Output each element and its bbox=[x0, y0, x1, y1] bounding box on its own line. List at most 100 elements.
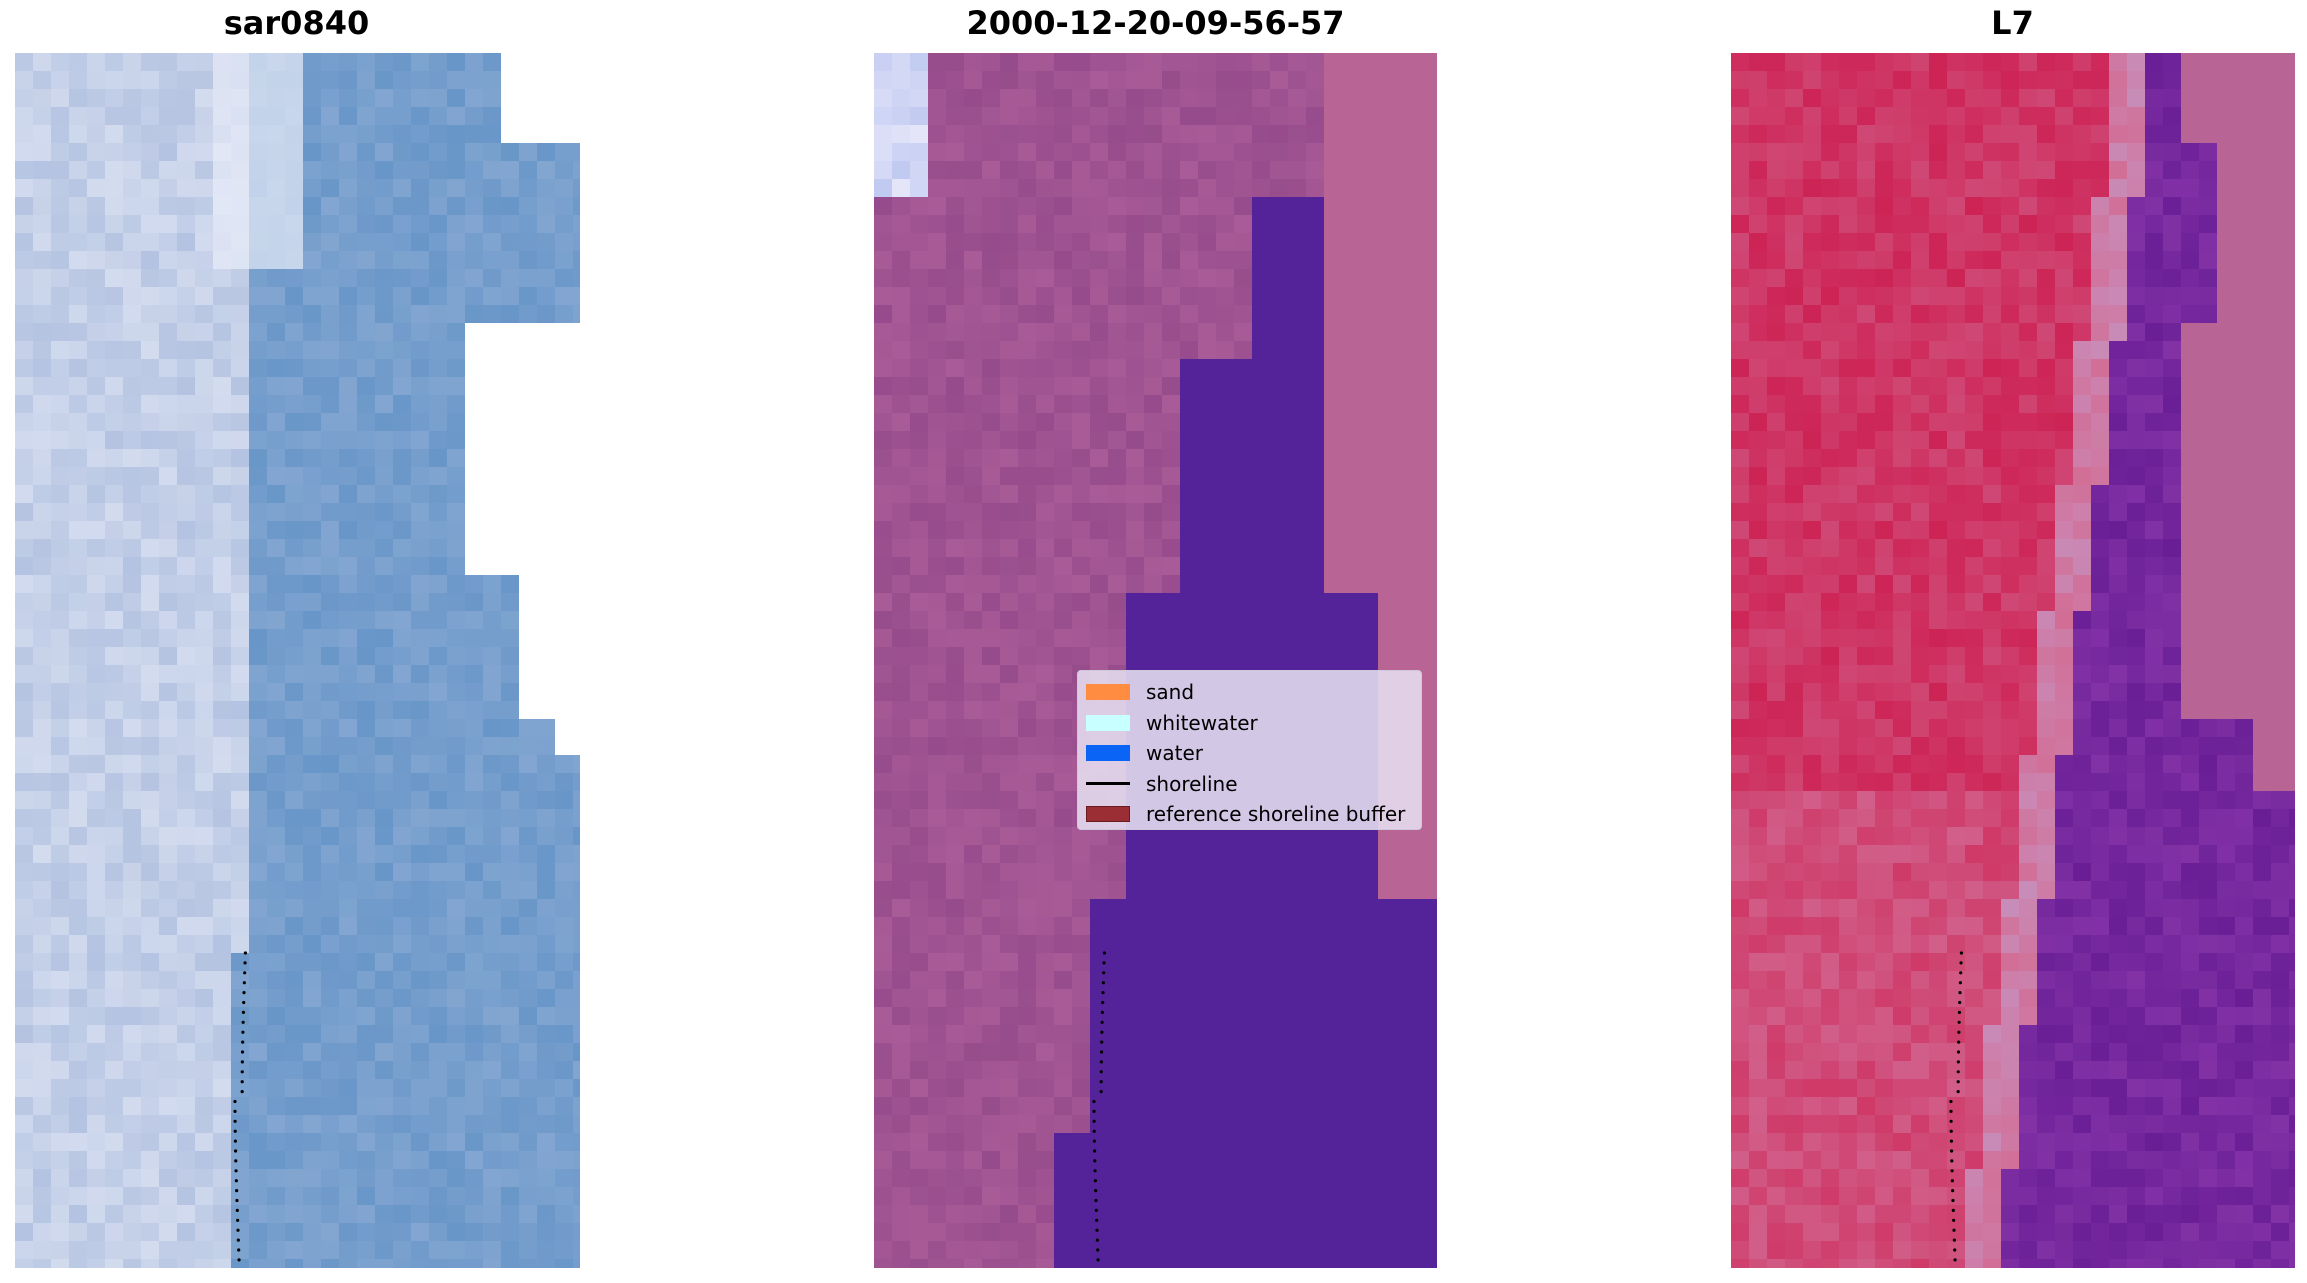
shoreline-dot bbox=[233, 1149, 238, 1153]
shoreline-dot bbox=[233, 1129, 237, 1133]
shoreline-dot bbox=[1952, 1238, 1956, 1242]
panel-title-3: L7 bbox=[1991, 4, 2034, 42]
shoreline-dot bbox=[1099, 1090, 1103, 1094]
legend-item-shoreline: shoreline bbox=[1086, 769, 1413, 800]
shoreline-dot bbox=[234, 1179, 238, 1183]
shoreline-dot bbox=[1099, 1050, 1104, 1054]
shoreline-dot bbox=[1956, 1070, 1960, 1074]
shoreline-dot bbox=[1951, 1189, 1955, 1193]
legend-item-water: water bbox=[1086, 738, 1413, 769]
image-panel-classified bbox=[874, 53, 1437, 1268]
shoreline-dot bbox=[1102, 971, 1106, 975]
shoreline-dot bbox=[242, 991, 246, 995]
legend: sand whitewater water shoreline referenc… bbox=[1077, 670, 1422, 830]
shoreline-dot bbox=[236, 1218, 240, 1222]
shoreline-dot bbox=[1957, 1020, 1961, 1024]
shoreline-dot bbox=[243, 961, 247, 965]
shoreline-dot bbox=[237, 1248, 241, 1252]
shoreline-dot bbox=[1102, 951, 1106, 955]
shoreline-dot bbox=[242, 1000, 246, 1005]
shoreline-dot bbox=[240, 1050, 245, 1054]
shoreline-dot bbox=[1100, 1020, 1104, 1024]
shoreline-dot bbox=[236, 1228, 240, 1232]
shoreline-dot bbox=[233, 1109, 237, 1113]
shoreline-dot bbox=[1101, 991, 1105, 995]
shoreline-dot bbox=[242, 981, 246, 985]
shoreline-dot bbox=[1094, 1198, 1098, 1203]
shoreline-dot bbox=[233, 1099, 237, 1104]
shoreline-dot bbox=[1951, 1208, 1955, 1212]
shoreline-dot bbox=[1099, 1080, 1103, 1084]
shoreline-dot bbox=[1093, 1179, 1097, 1183]
shoreline-dot bbox=[243, 971, 247, 975]
shoreline-dot bbox=[235, 1208, 239, 1212]
shoreline-dot bbox=[1095, 1228, 1099, 1232]
shoreline-dot bbox=[1956, 1050, 1961, 1054]
legend-swatch-shoreline bbox=[1086, 782, 1130, 786]
shoreline-dot bbox=[1959, 961, 1963, 965]
legend-swatch-sand bbox=[1086, 684, 1130, 701]
shoreline-dot bbox=[1095, 1218, 1099, 1222]
shoreline-dot bbox=[235, 1189, 239, 1193]
shoreline-dot bbox=[241, 1020, 245, 1024]
shoreline-dot bbox=[1102, 961, 1106, 965]
shoreline-dot bbox=[1092, 1129, 1096, 1133]
shoreline-dot bbox=[240, 1080, 244, 1084]
panel-title-2: 2000-12-20-09-56-57 bbox=[966, 4, 1345, 42]
shoreline-dot bbox=[1094, 1208, 1098, 1212]
shoreline-dot bbox=[1949, 1119, 1953, 1123]
shoreline-dot bbox=[1953, 1248, 1957, 1252]
l7-image bbox=[1731, 53, 2295, 1268]
sar-image bbox=[15, 53, 580, 1268]
shoreline-dot bbox=[1096, 1258, 1100, 1262]
panel-title-1: sar0840 bbox=[223, 4, 370, 42]
shoreline-dot bbox=[1952, 1218, 1956, 1222]
shoreline-dot bbox=[240, 1090, 244, 1094]
shoreline-dot bbox=[1957, 1040, 1961, 1044]
shoreline-dot bbox=[1093, 1159, 1097, 1163]
shoreline-dot bbox=[1100, 1030, 1104, 1034]
legend-swatch-whitewater bbox=[1086, 714, 1130, 731]
shoreline-dot bbox=[1959, 951, 1963, 955]
legend-item-whitewater: whitewater bbox=[1086, 708, 1413, 739]
shoreline-dot bbox=[1956, 1090, 1960, 1094]
shoreline-dot bbox=[1952, 1228, 1956, 1232]
shoreline-dot bbox=[241, 1030, 245, 1034]
shoreline-dot bbox=[1099, 1060, 1103, 1064]
shoreline-dot bbox=[1095, 1238, 1099, 1242]
shoreline-dot bbox=[1949, 1149, 1954, 1153]
shoreline-dot bbox=[1094, 1189, 1098, 1193]
shoreline-dot bbox=[1093, 1169, 1097, 1173]
shoreline-dot bbox=[1958, 1000, 1962, 1005]
shoreline-dot bbox=[1949, 1109, 1953, 1113]
shoreline-dot bbox=[1100, 1040, 1104, 1044]
image-panel-sar bbox=[15, 53, 580, 1268]
shoreline-dot bbox=[1096, 1248, 1100, 1252]
shoreline-dot bbox=[1092, 1109, 1096, 1113]
shoreline-dot bbox=[1950, 1169, 1954, 1173]
shoreline-dot bbox=[1092, 1139, 1096, 1143]
shoreline-dot bbox=[234, 1169, 238, 1173]
shoreline-dot bbox=[1959, 971, 1963, 975]
shoreline-dot bbox=[233, 1139, 237, 1143]
shoreline-dot bbox=[1957, 1010, 1962, 1015]
shoreline-dot bbox=[233, 1119, 237, 1123]
legend-item-sand: sand bbox=[1086, 677, 1413, 708]
legend-item-reference-buffer: reference shoreline buffer bbox=[1086, 799, 1413, 830]
shoreline-dot bbox=[1957, 1030, 1961, 1034]
shoreline-dot bbox=[1092, 1149, 1097, 1153]
shoreline-dot bbox=[1958, 991, 1962, 995]
shoreline-dot bbox=[1101, 981, 1105, 985]
shoreline-dot bbox=[1092, 1099, 1096, 1104]
legend-swatch-reference-buffer bbox=[1086, 806, 1130, 823]
shoreline-dot bbox=[241, 1010, 246, 1015]
shoreline-dot bbox=[1953, 1258, 1957, 1262]
shoreline-dot bbox=[235, 1198, 239, 1203]
shoreline-dot bbox=[1949, 1129, 1953, 1133]
shoreline-dot bbox=[1949, 1139, 1953, 1143]
shoreline-dot bbox=[1951, 1198, 1955, 1203]
shoreline-dot bbox=[1956, 1080, 1960, 1084]
image-panel-l7 bbox=[1731, 53, 2295, 1268]
shoreline-dot bbox=[234, 1159, 238, 1163]
shoreline-dot bbox=[1099, 1070, 1103, 1074]
